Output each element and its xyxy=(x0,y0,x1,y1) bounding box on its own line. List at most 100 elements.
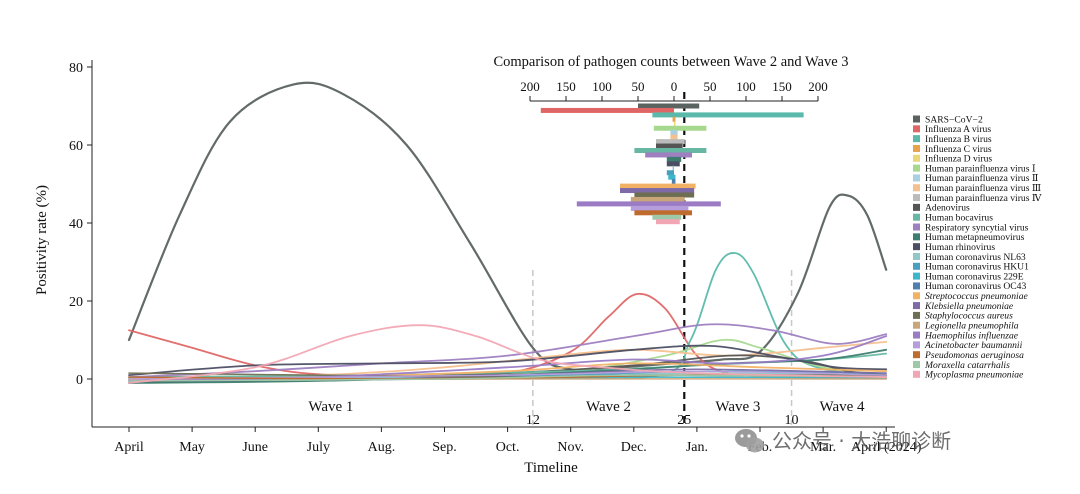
inset-bar-wave3 xyxy=(674,192,695,198)
legend-swatch xyxy=(913,174,920,182)
legend-label: Human coronavirus OC43 xyxy=(925,281,1026,292)
inset-tick-label: 150 xyxy=(772,79,792,94)
legend-label: Human metapneumovirus xyxy=(925,232,1025,243)
inset-bar-wave2 xyxy=(656,139,674,145)
inset-bar-wave2 xyxy=(540,107,674,113)
legend-label: SARS−CoV−2 xyxy=(925,114,983,125)
inset-bar-wave2 xyxy=(645,152,674,158)
legend-swatch xyxy=(913,341,920,349)
inset-tick-label: 0 xyxy=(671,79,678,94)
inset-bar-wave2 xyxy=(576,201,674,207)
inset-bar-wave3 xyxy=(674,205,689,211)
inset-bar-wave3 xyxy=(674,143,683,149)
wave-label: Wave 1 xyxy=(308,399,353,415)
inset-tick-label: 200 xyxy=(520,79,540,94)
legend-label: Human coronavirus NL63 xyxy=(925,252,1026,263)
inset-bar-wave2 xyxy=(630,205,674,211)
legend-label: Human rhinovirus xyxy=(925,242,995,253)
x-tick-label: April xyxy=(114,440,144,455)
y-tick-label: 80 xyxy=(69,61,83,76)
legend-swatch xyxy=(913,135,920,143)
legend-label: Human parainfluenza virus Ⅲ xyxy=(925,183,1041,194)
legend-label: Mycoplasma pneumoniae xyxy=(924,370,1024,381)
x-tick-label: July xyxy=(307,440,330,455)
legend-label: Acinetobacter baumannii xyxy=(924,340,1023,351)
legend-label: Adenovirus xyxy=(925,203,970,214)
legend-swatch xyxy=(913,272,920,280)
inset-bar-wave3 xyxy=(674,152,692,158)
legend-swatch xyxy=(913,144,920,152)
legend-swatch xyxy=(913,203,920,211)
inset-bar-wave3 xyxy=(674,174,676,180)
inset-bar-wave2 xyxy=(634,192,674,198)
legend-swatch xyxy=(913,311,920,319)
inset-bar-wave2 xyxy=(620,183,674,189)
series-lines xyxy=(127,81,888,384)
watermark-text: 公众号 · 大浩聊诊断 xyxy=(772,429,951,453)
inset-bar-wave3 xyxy=(674,148,707,153)
x-tick-label: Nov. xyxy=(557,440,584,455)
wave-label: Wave 2 xyxy=(586,399,631,415)
legend-swatch xyxy=(913,361,920,368)
legend-swatch xyxy=(913,292,920,300)
series-line xyxy=(128,324,888,384)
inset-bar-wave3 xyxy=(674,161,680,167)
inset-tick-label: 200 xyxy=(808,79,828,94)
x-tick-label: Aug. xyxy=(368,440,396,455)
inset-bar-wave3 xyxy=(674,112,804,118)
inset-tick-label: 50 xyxy=(704,79,717,94)
inset-bar-wave2 xyxy=(671,179,674,185)
legend-swatch xyxy=(913,351,920,359)
inset-bar-chart: Comparison of pathogen counts between Wa… xyxy=(493,54,849,225)
legend-label: Human coronavirus 229E xyxy=(925,271,1024,282)
legend-label: Moraxella catarrhalis xyxy=(924,360,1010,371)
inset-bars xyxy=(540,103,804,225)
inset-bar-wave3 xyxy=(674,214,682,220)
x-tick-label: Jan. xyxy=(686,440,708,455)
inset-bar-wave3 xyxy=(674,210,692,216)
legend-swatch xyxy=(913,262,920,270)
inset-bar-wave2 xyxy=(630,196,674,202)
inset-bar-wave2 xyxy=(672,116,674,122)
legend-swatch xyxy=(913,243,920,251)
x-axis-title: Timeline xyxy=(524,460,578,476)
legend-swatch xyxy=(913,252,920,260)
inset-bar-wave3 xyxy=(674,201,721,207)
y-axis-title: Positivity rate (%) xyxy=(34,185,50,295)
inset-bar-wave2 xyxy=(653,125,674,131)
legend-swatch xyxy=(913,115,920,123)
inset-bar-wave3 xyxy=(674,183,696,189)
legend-swatch xyxy=(913,213,920,221)
legend-label: Influenza A virus xyxy=(925,124,991,135)
legend-swatch xyxy=(913,164,920,172)
inset-bar-wave2 xyxy=(668,174,674,180)
inset-title: Comparison of pathogen counts between Wa… xyxy=(493,54,848,70)
legend-swatch xyxy=(913,233,920,241)
inset-tick-label: 150 xyxy=(556,79,576,94)
legend-label: Staphylococcus aureus xyxy=(925,311,1013,322)
legend-label: Haemophilus influenzae xyxy=(924,330,1019,341)
inset-bar-wave3 xyxy=(674,103,700,109)
boundary-date-label: 10 xyxy=(785,413,799,428)
boundary-date-label: 25 xyxy=(677,413,691,428)
legend-label: Pseudomonas aeruginosa xyxy=(924,350,1024,361)
inset-bar-wave2 xyxy=(656,219,674,225)
inset-bar-wave3 xyxy=(674,188,695,194)
legend-swatch xyxy=(913,223,920,231)
inset-bar-wave2 xyxy=(638,103,674,109)
inset-bar-wave3 xyxy=(674,125,707,131)
inset-tick-label: 100 xyxy=(736,79,756,94)
legend-swatch xyxy=(913,321,920,329)
series-line xyxy=(128,344,888,376)
legend-swatch xyxy=(913,125,920,133)
x-tick-label: May xyxy=(179,440,205,455)
inset-bar-wave2 xyxy=(666,156,674,162)
legend-swatch xyxy=(913,282,920,290)
inset-bar-wave2 xyxy=(652,214,674,220)
legend-label: Influenza B virus xyxy=(925,134,992,145)
x-ticks: April May June July Aug. Sep. Oct. Nov. Dec. Jan.… xyxy=(114,427,922,455)
inset-bar-wave3 xyxy=(674,130,678,136)
